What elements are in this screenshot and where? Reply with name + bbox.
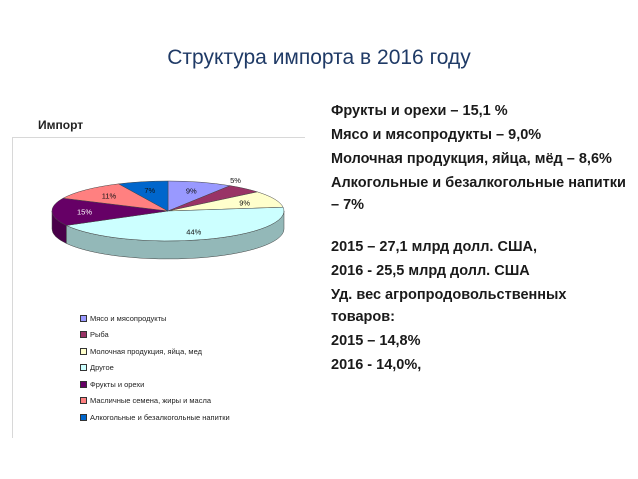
legend-label: Рыба [90, 330, 109, 340]
pie-data-label: 44% [186, 228, 201, 237]
legend-label: Алкогольные и безалкогольные напитки [90, 412, 230, 422]
facts-list: Фрукты и орехи – 15,1 % Мясо и мясопродук… [331, 100, 631, 378]
legend-swatch [80, 347, 87, 355]
pie-slice [65, 206, 285, 242]
fact-item: Алкогольные и безалкогольные напитки – 7… [331, 175, 626, 213]
fact-item: 2016 - 14,0%, [331, 357, 422, 373]
legend-label: Молочная продукция, яйца, мед [90, 346, 202, 356]
pie-slice [117, 180, 169, 212]
legend-item: Алкогольные и безалкогольные напитки [80, 409, 230, 426]
chart-legend: Мясо и мясопродукты Рыба Молочная продукци… [80, 310, 230, 426]
legend-label: Масличные семена, жиры и масла [90, 396, 211, 406]
legend-label: Другое [90, 363, 114, 373]
fact-item: 2015 – 27,1 млрд долл. США, [331, 239, 538, 255]
legend-item: Другое [80, 360, 230, 377]
pie-data-label: 5% [230, 176, 241, 185]
facts-spacer [331, 218, 631, 236]
pie-slice [51, 197, 169, 226]
legend-item: Масличные семена, жиры и масла [80, 393, 230, 410]
chart-title: Импорт [38, 118, 84, 132]
legend-item: Фрукты и орехи [80, 376, 230, 393]
legend-swatch [80, 364, 87, 372]
legend-item: Молочная продукция, яйца, мед [80, 343, 230, 360]
legend-item: Рыба [80, 327, 230, 344]
legend-swatch [80, 380, 87, 388]
fact-item: Уд. вес агропродовольственных товаров: [331, 287, 567, 325]
chart-area: Импорт 9% 5% 9% 44% 15% 11% 7% Мясо и мясопрод… [8, 108, 308, 438]
legend-swatch [80, 413, 87, 421]
pie-slice [62, 183, 169, 212]
slide-title: Структура импорта в 2016 году [167, 46, 471, 69]
pie-data-label: 15% [77, 208, 92, 217]
legend-label: Мясо и мясопродукты [90, 313, 167, 323]
fact-item: Молочная продукция, яйца, мёд – 8,6% [331, 151, 612, 167]
chart-frame [12, 137, 305, 438]
pie-data-label: 7% [144, 186, 155, 195]
fact-item: 2016 - 25,5 млрд долл. США [331, 263, 530, 279]
fact-item: Фрукты и орехи – 15,1 % [331, 103, 508, 119]
legend-label: Фрукты и орехи [90, 379, 145, 389]
legend-swatch [80, 314, 87, 322]
legend-swatch [80, 397, 87, 405]
legend-swatch [80, 331, 87, 339]
legend-item: Мясо и мясопродукты [80, 310, 230, 327]
fact-item: Мясо и мясопродукты – 9,0% [331, 127, 542, 143]
pie-data-label: 9% [239, 198, 250, 207]
pie-data-label: 11% [102, 192, 117, 201]
pie-chart: 9% 5% 9% 44% 15% 11% 7% [51, 176, 285, 260]
fact-item: 2015 – 14,8% [331, 333, 421, 349]
pie-data-label: 9% [186, 186, 197, 195]
